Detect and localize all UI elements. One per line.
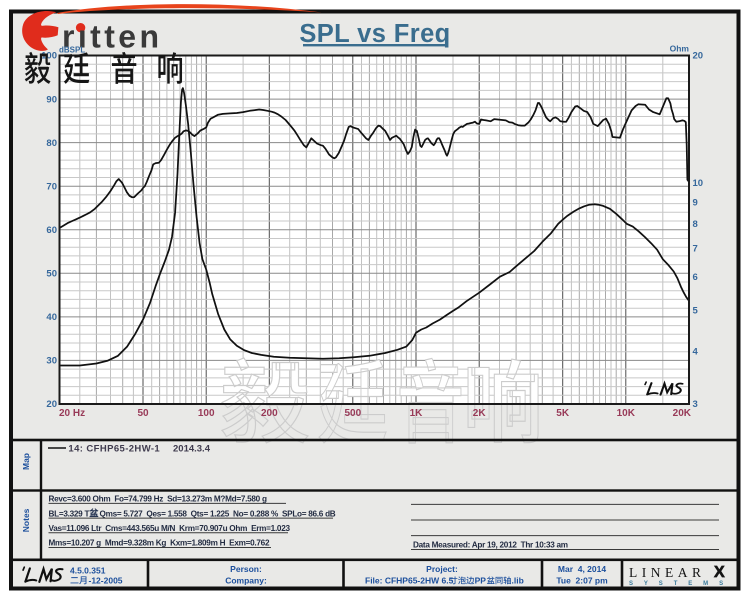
svg-text:200: 200 (261, 408, 278, 419)
svg-text:20: 20 (693, 51, 704, 62)
svg-text:6: 6 (693, 272, 698, 283)
svg-text:dBSPL: dBSPL (59, 46, 85, 55)
svg-text:2K: 2K (473, 408, 487, 419)
svg-text:Revc=3.600 Ohm Fo=74.799 Hz: Revc=3.600 Ohm Fo=74.799 Hz Sd=13.273m M… (49, 495, 267, 504)
svg-text:20 Hz: 20 Hz (59, 408, 85, 419)
svg-text:rıtten: rıtten (62, 19, 162, 55)
svg-text:Notes: Notes (21, 508, 31, 532)
svg-text:Tue 2:07 pm: Tue 2:07 pm (556, 576, 608, 586)
svg-text:14: CFHP65-2HW-1: 14: CFHP65-2HW-1 (68, 443, 160, 454)
svg-text:50: 50 (46, 269, 57, 280)
svg-text:Person:: Person: (230, 564, 262, 574)
svg-text:2014.3.4: 2014.3.4 (173, 443, 211, 454)
svg-text:File: CFHP65-2HW 6.5: File: CFHP65-2HW 6.5 (365, 576, 454, 586)
svg-text:4: 4 (693, 346, 699, 357)
svg-text:50: 50 (137, 408, 149, 419)
svg-text:Project:: Project: (426, 564, 458, 574)
svg-text:SYSTEMS: SYSTEMS (629, 581, 734, 587)
svg-text:8: 8 (693, 219, 698, 230)
svg-text:60: 60 (46, 225, 57, 236)
svg-text:LINEAR: LINEAR (629, 565, 706, 580)
svg-text:500: 500 (344, 408, 361, 419)
svg-text:90: 90 (46, 94, 57, 105)
svg-text:Map: Map (21, 453, 31, 470)
svg-text:10: 10 (693, 178, 704, 189)
svg-text:40: 40 (46, 312, 57, 323)
svg-text:70: 70 (46, 181, 57, 192)
svg-text:Qms= 5.727 Qes= 1.558 Qts= 1: Qms= 5.727 Qes= 1.558 Qts= 1.225 No= 0.2… (100, 509, 336, 518)
svg-text:BL=3.329 T: BL=3.329 T (49, 509, 90, 518)
svg-text:5K: 5K (556, 408, 570, 419)
svg-text:100: 100 (41, 51, 57, 62)
svg-text:5: 5 (693, 305, 699, 316)
svg-text:20: 20 (46, 399, 57, 410)
svg-text:Mms=10.207 g Mmd=9.328m Kg K: Mms=10.207 g Mmd=9.328m Kg Kxm=1.809m H … (49, 539, 270, 548)
svg-text:10K: 10K (617, 408, 636, 419)
svg-text:Company:: Company: (225, 576, 267, 586)
svg-text:7: 7 (693, 244, 698, 255)
svg-text:100: 100 (198, 408, 215, 419)
svg-text:20K: 20K (673, 408, 692, 419)
svg-text:Data Measured: Apr 19, 2012 T: Data Measured: Apr 19, 2012 Thr 10:33 am (413, 540, 568, 549)
svg-text:3: 3 (693, 399, 698, 410)
svg-text:X: X (714, 564, 725, 581)
svg-text:-12-2005: -12-2005 (89, 576, 123, 586)
svg-text:Vas=11.096 Ltr Cms=443.565u M: Vas=11.096 Ltr Cms=443.565u M/N Krm=70.9… (49, 524, 291, 533)
svg-text:.lib: .lib (512, 576, 524, 586)
svg-text:1K: 1K (410, 408, 424, 419)
svg-text:Mar 4, 2014: Mar 4, 2014 (558, 564, 606, 574)
svg-text:80: 80 (46, 138, 57, 149)
svg-text:PP: PP (475, 576, 487, 586)
svg-text:SPL vs Freq: SPL vs Freq (299, 20, 450, 48)
svg-text:Ohm: Ohm (670, 44, 690, 54)
svg-text:4.5.0.351: 4.5.0.351 (70, 566, 106, 576)
svg-text:30: 30 (46, 356, 57, 367)
svg-text:9: 9 (693, 197, 698, 208)
